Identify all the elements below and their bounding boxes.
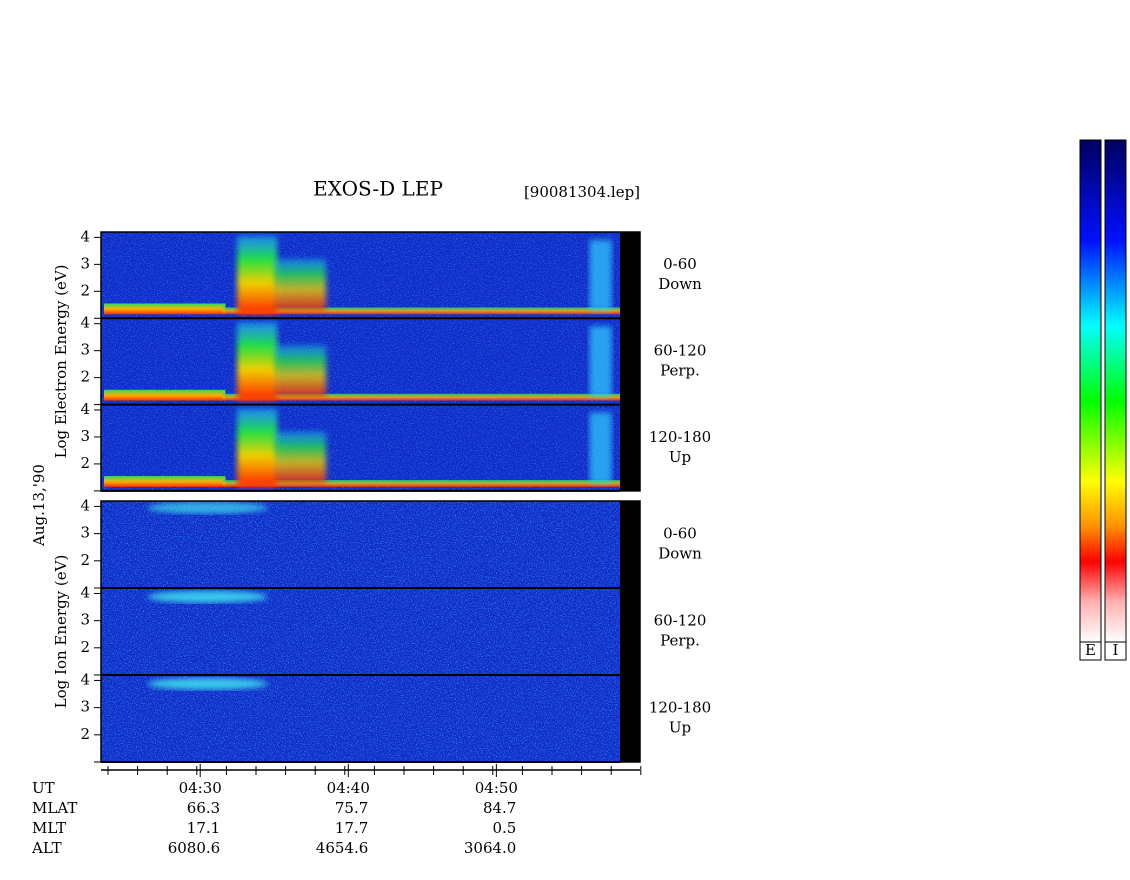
burst — [274, 258, 327, 311]
panel-range: 120-180 — [649, 699, 711, 717]
y-tick-label: 2 — [80, 281, 90, 299]
y-tick-label: 3 — [80, 254, 90, 272]
date-label: Aug.13,'90 — [30, 464, 48, 547]
x-tick-label: 04:50 — [475, 779, 518, 797]
y-tick-label: 2 — [80, 368, 90, 386]
burst — [274, 345, 327, 397]
panel-direction: Perp. — [660, 632, 700, 650]
colorbar-label-box — [1079, 641, 1102, 661]
x-tick-label: 04:40 — [327, 779, 370, 797]
y-tick-label: 4 — [80, 496, 90, 514]
y-tick-label: 3 — [80, 611, 90, 629]
ephemeris-value: 3064.0 — [464, 839, 517, 857]
y-tick-label: 3 — [80, 698, 90, 716]
y-tick-label: 2 — [80, 551, 90, 569]
panel-range: 0-60 — [663, 255, 697, 273]
burst — [589, 240, 612, 311]
ephemeris-value: 0.5 — [493, 819, 517, 837]
y-tick-label: 4 — [80, 670, 90, 688]
panel-direction: Down — [658, 545, 702, 563]
low-energy-band — [104, 389, 226, 401]
y-tick-label: 3 — [80, 341, 90, 359]
x-tick-label: 04:30 — [179, 779, 222, 797]
file-name: [90081304.lep] — [524, 183, 640, 201]
low-energy-band — [104, 303, 226, 315]
y-tick-label: 2 — [80, 454, 90, 472]
y-tick-label: 4 — [80, 583, 90, 601]
ephemeris-value: 66.3 — [187, 799, 220, 817]
burst — [237, 322, 278, 401]
ephemeris-value: 4654.6 — [316, 839, 369, 857]
ephemeris-name: UT — [32, 779, 55, 797]
ephemeris-value: 84.7 — [483, 799, 516, 817]
panel-direction: Up — [669, 719, 691, 737]
burst — [237, 408, 278, 487]
colorbar-label-box — [1104, 641, 1127, 661]
panel-range: 120-180 — [649, 428, 711, 446]
y-tick-label: 2 — [80, 638, 90, 656]
y-tick-label: 3 — [80, 427, 90, 445]
ion-beam — [147, 501, 268, 514]
ephemeris-name: ALT — [31, 839, 62, 857]
y-tick-label: 2 — [80, 725, 90, 743]
chart-title: EXOS-D LEP — [313, 177, 443, 201]
ephemeris-value: 17.7 — [335, 819, 368, 837]
panel-range: 60-120 — [654, 341, 707, 359]
y-tick-label: 4 — [80, 227, 90, 245]
colorbar-label: E — [1085, 641, 1096, 659]
y-tick-label: 4 — [80, 314, 90, 332]
colorbar — [1079, 139, 1102, 643]
y-tick-label: 4 — [80, 400, 90, 418]
colorbar — [1104, 139, 1127, 643]
burst — [589, 412, 612, 483]
panel-range: 60-120 — [654, 612, 707, 630]
ion-beam — [147, 677, 268, 690]
burst — [274, 431, 327, 483]
ephemeris-value: 6080.6 — [168, 839, 221, 857]
burst — [237, 236, 278, 315]
ephemeris-value: 17.1 — [187, 819, 220, 837]
ephemeris-value: 75.7 — [335, 799, 368, 817]
black-strip — [620, 501, 640, 762]
panel-direction: Perp. — [660, 361, 700, 379]
burst — [589, 326, 612, 397]
ion-beam — [147, 590, 268, 603]
low-energy-band — [222, 480, 620, 487]
group-label: Log Electron Energy (eV) — [52, 264, 70, 458]
panel-direction: Down — [658, 275, 702, 293]
ephemeris-name: MLT — [32, 819, 66, 837]
low-energy-band — [222, 393, 620, 401]
colorbar-label: I — [1113, 641, 1119, 659]
spectrogram-noise — [101, 501, 620, 762]
black-strip — [620, 232, 640, 491]
group-label: Log Ion Energy (eV) — [52, 555, 70, 709]
panel-range: 0-60 — [663, 525, 697, 543]
low-energy-band — [222, 307, 620, 315]
panel-direction: Up — [669, 448, 691, 466]
low-energy-band — [104, 476, 226, 487]
ephemeris-name: MLAT — [32, 799, 77, 817]
spectrogram-noise — [101, 232, 620, 491]
y-tick-label: 3 — [80, 524, 90, 542]
